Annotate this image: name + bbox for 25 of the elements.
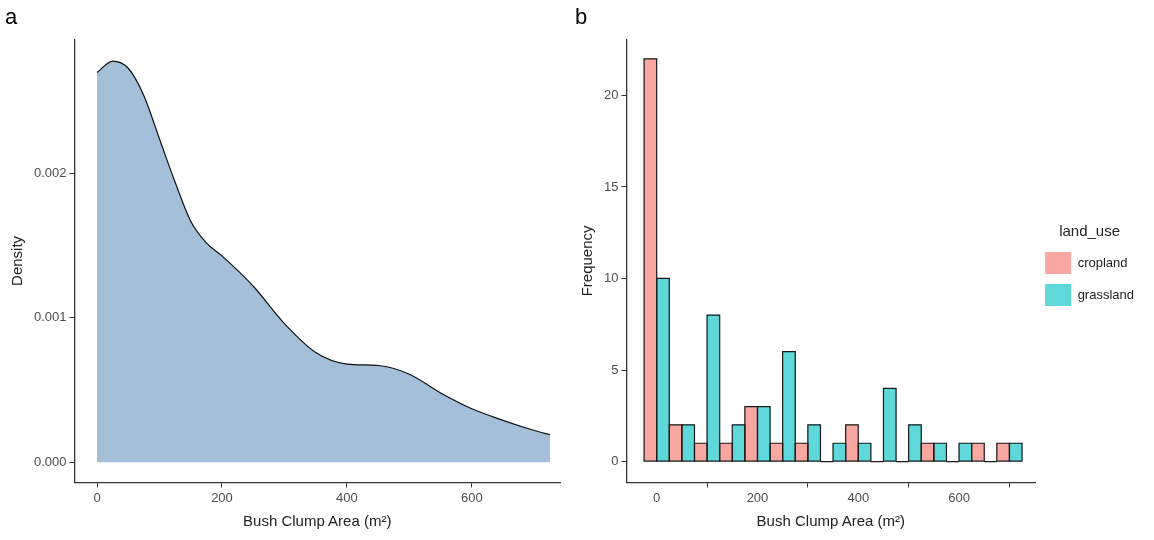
x-axis-title: Bush Clump Area (m²)	[756, 512, 905, 530]
x-tick-label: 400	[336, 489, 358, 505]
x-tick-label: 200	[746, 489, 769, 505]
x-tick-label: 200	[211, 489, 233, 505]
x-axis-title: Bush Clump Area (m²)	[243, 512, 392, 530]
x-tick-label: 0	[653, 489, 661, 505]
y-axis-title: Density	[8, 235, 26, 286]
chart-title: a	[5, 4, 18, 30]
y-tick-label: 0.001	[33, 309, 67, 325]
y-tick-label: 0.000	[33, 453, 67, 469]
x-tick-label: 600	[461, 489, 483, 505]
y-tick-label: 0	[611, 453, 619, 469]
x-tick-label: 400	[847, 489, 870, 505]
y-tick-label: 10	[603, 270, 619, 286]
legend-label: grassland	[1077, 286, 1135, 302]
chart-title: b	[575, 4, 588, 30]
x-tick-label: 0	[93, 489, 101, 505]
x-tick-label: 600	[948, 489, 970, 505]
y-axis-title: Frequency	[578, 224, 596, 297]
y-tick-label: 5	[611, 361, 619, 377]
y-tick-label: 15	[603, 178, 619, 194]
legend-title: land_use	[1059, 221, 1121, 239]
y-tick-label: 0.002	[33, 165, 67, 181]
legend-label: cropland	[1077, 254, 1128, 270]
y-tick-label: 20	[603, 86, 619, 102]
